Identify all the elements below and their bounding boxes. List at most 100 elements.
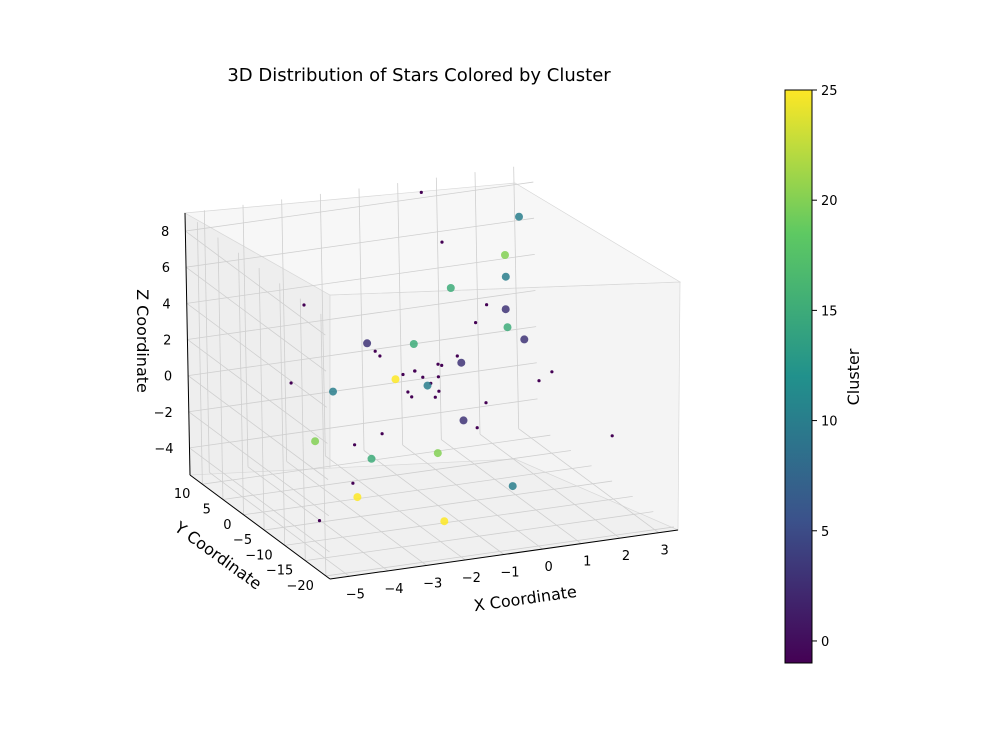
- gridline: [203, 210, 210, 473]
- gridline: [202, 434, 551, 485]
- gridline: [320, 313, 327, 576]
- data-point: [423, 381, 432, 390]
- gridline: [441, 439, 582, 544]
- data-point: [503, 323, 512, 332]
- gridline: [185, 266, 327, 372]
- data-point: [446, 284, 455, 292]
- x-tick-label: −5: [346, 587, 365, 602]
- data-point: [537, 379, 541, 383]
- data-point: [457, 358, 466, 367]
- data-point: [501, 305, 510, 314]
- gridline: [264, 480, 613, 531]
- y-tick-label: −20: [286, 579, 313, 594]
- gridline: [247, 466, 389, 572]
- gridline: [513, 166, 520, 429]
- gridline: [209, 471, 350, 577]
- data-point: [515, 212, 523, 221]
- gridline: [319, 193, 326, 456]
- colorbar-gradient: [784, 89, 813, 664]
- y-tick-label: −10: [245, 548, 272, 563]
- gridline: [435, 177, 442, 440]
- data-point: [433, 395, 437, 399]
- data-point: [409, 340, 418, 348]
- data-point: [610, 434, 614, 438]
- data-point: [363, 339, 372, 348]
- colorbar-tick-labels: 25 20 15 10 5 0: [812, 84, 838, 650]
- gridline: [187, 339, 328, 444]
- z-tick-labels: 8 6 4 2 0 −2 −4: [154, 225, 174, 457]
- gridline: [243, 465, 592, 516]
- y-tick-labels: 10 50−5−10−15−20: [174, 487, 314, 594]
- x-tick-labels: −5 −4 −3 −2 −1 0 1 2 3: [346, 544, 669, 603]
- colorbar-tick-label: 10: [821, 415, 838, 430]
- data-point: [520, 335, 529, 344]
- data-point: [302, 303, 306, 307]
- gridline: [279, 283, 286, 546]
- data-point: [410, 395, 414, 399]
- data-point: [501, 272, 510, 281]
- z-axis-label: Z Coordinate: [133, 289, 152, 393]
- colorbar-tick-label: 0: [821, 635, 829, 650]
- x-tick-label: −3: [423, 576, 442, 591]
- gridline: [397, 183, 404, 446]
- x-tick-label: 2: [622, 549, 630, 564]
- gridline: [189, 447, 330, 553]
- z-tick-label: 4: [162, 297, 170, 312]
- data-point: [455, 354, 459, 358]
- gridline: [186, 303, 327, 408]
- data-point: [440, 363, 444, 367]
- data-point: [311, 437, 320, 446]
- y-tick-label: 0: [223, 518, 231, 533]
- gridline: [325, 526, 674, 577]
- gridline: [402, 444, 543, 550]
- x-tick-label: −2: [462, 571, 481, 586]
- data-point: [353, 493, 362, 502]
- gridline: [222, 450, 571, 500]
- data-point: [373, 349, 377, 353]
- z-tick-label: −2: [154, 406, 173, 421]
- colorbar-tick-label: 25: [821, 84, 838, 99]
- gridline: [217, 237, 224, 500]
- x-tick-label: 3: [661, 544, 669, 559]
- data-points: [289, 190, 614, 526]
- gridline: [474, 172, 481, 435]
- data-point: [367, 454, 376, 463]
- z-tick-label: 8: [161, 225, 169, 240]
- data-point: [437, 389, 441, 393]
- data-point: [401, 372, 405, 377]
- gridline: [187, 375, 329, 480]
- data-point: [413, 369, 417, 373]
- z-tick-label: 6: [162, 261, 170, 276]
- z-tick-label: 0: [164, 370, 172, 385]
- gridline: [286, 461, 427, 566]
- gridline: [242, 204, 249, 467]
- gridline: [187, 290, 536, 340]
- gridline: [299, 298, 306, 561]
- gridline: [358, 188, 365, 451]
- gridline: [188, 362, 537, 413]
- x-axis-line: [329, 529, 679, 580]
- gridline: [189, 398, 538, 449]
- y-tick-label: −15: [266, 564, 293, 579]
- data-point: [436, 375, 440, 379]
- x-tick-label: 1: [583, 555, 591, 570]
- data-point: [485, 303, 489, 307]
- data-point: [419, 190, 423, 194]
- gridline: [325, 455, 466, 561]
- gridline: [363, 450, 505, 555]
- data-point: [440, 517, 449, 526]
- colorbar-tick-label: 15: [821, 304, 838, 319]
- y-tick-label: −5: [233, 533, 252, 548]
- z-tick-label: −4: [154, 442, 173, 457]
- gridline: [188, 411, 330, 517]
- data-point: [406, 390, 410, 394]
- data-point: [433, 449, 442, 458]
- z-axis-line: [184, 212, 191, 476]
- data-point: [440, 240, 444, 244]
- data-point: [421, 375, 425, 379]
- y-tick-label: 10: [174, 487, 191, 502]
- z-axis: 8 6 4 2 0 −2 −4 Z Coordinate: [133, 212, 191, 476]
- data-point: [484, 401, 488, 405]
- data-point: [391, 375, 400, 384]
- gridline: [284, 495, 633, 546]
